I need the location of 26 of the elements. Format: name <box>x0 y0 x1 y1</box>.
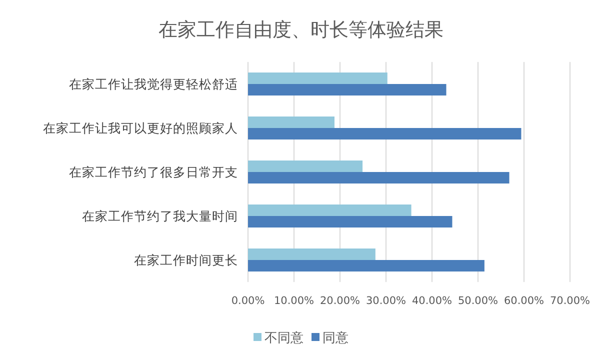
x-tick-label: 70.00% <box>550 295 590 307</box>
legend-label: 不同意 <box>264 331 304 346</box>
chart-title: 在家工作自由度、时长等体验结果 <box>158 19 444 41</box>
bar <box>248 216 452 228</box>
bar <box>248 204 412 216</box>
x-tick-label: 20.00% <box>320 295 360 307</box>
y-tick-label: 在家工作时间更长 <box>134 252 238 268</box>
y-tick-label: 在家工作节约了很多日常开支 <box>69 164 238 180</box>
y-tick-label: 在家工作节约了我大量时间 <box>82 208 238 224</box>
bar <box>248 160 363 172</box>
x-tick-label: 50.00% <box>458 295 498 307</box>
bar <box>248 84 446 96</box>
y-tick-label: 在家工作让我觉得更轻松舒适 <box>69 76 238 92</box>
x-tick-label: 0.00% <box>231 295 265 307</box>
bar <box>248 72 388 84</box>
bar <box>248 260 484 272</box>
bar <box>248 128 522 140</box>
bar <box>248 116 334 128</box>
legend-label: 同意 <box>322 331 348 346</box>
bar <box>248 172 510 184</box>
y-tick-label: 在家工作让我可以更好的照顾家人 <box>43 120 238 136</box>
x-tick-label: 10.00% <box>274 295 314 307</box>
x-tick-label: 40.00% <box>412 295 452 307</box>
bar <box>248 248 376 260</box>
x-tick-label: 60.00% <box>504 295 544 307</box>
x-tick-label: 30.00% <box>366 295 406 307</box>
